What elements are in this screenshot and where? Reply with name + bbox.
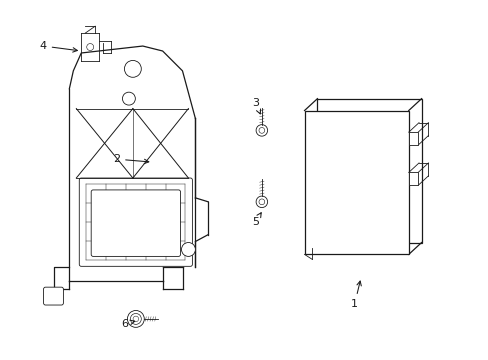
Bar: [408, 132, 417, 145]
Text: 3: 3: [251, 98, 260, 114]
Text: 4: 4: [40, 41, 77, 52]
Circle shape: [259, 127, 264, 133]
Text: 6: 6: [121, 319, 134, 329]
Circle shape: [256, 196, 267, 208]
Circle shape: [127, 310, 144, 327]
Text: 5: 5: [251, 213, 261, 227]
Text: 1: 1: [350, 281, 361, 309]
Bar: [408, 172, 417, 185]
FancyBboxPatch shape: [79, 178, 192, 266]
Circle shape: [124, 60, 141, 77]
Circle shape: [130, 314, 141, 324]
FancyBboxPatch shape: [43, 287, 63, 305]
Text: 2: 2: [113, 154, 148, 164]
FancyBboxPatch shape: [304, 111, 408, 255]
Circle shape: [86, 44, 94, 50]
Circle shape: [181, 243, 195, 256]
Circle shape: [122, 92, 135, 105]
FancyBboxPatch shape: [317, 99, 421, 243]
Circle shape: [259, 199, 264, 205]
FancyBboxPatch shape: [91, 190, 180, 256]
Circle shape: [133, 316, 138, 322]
Circle shape: [256, 125, 267, 136]
